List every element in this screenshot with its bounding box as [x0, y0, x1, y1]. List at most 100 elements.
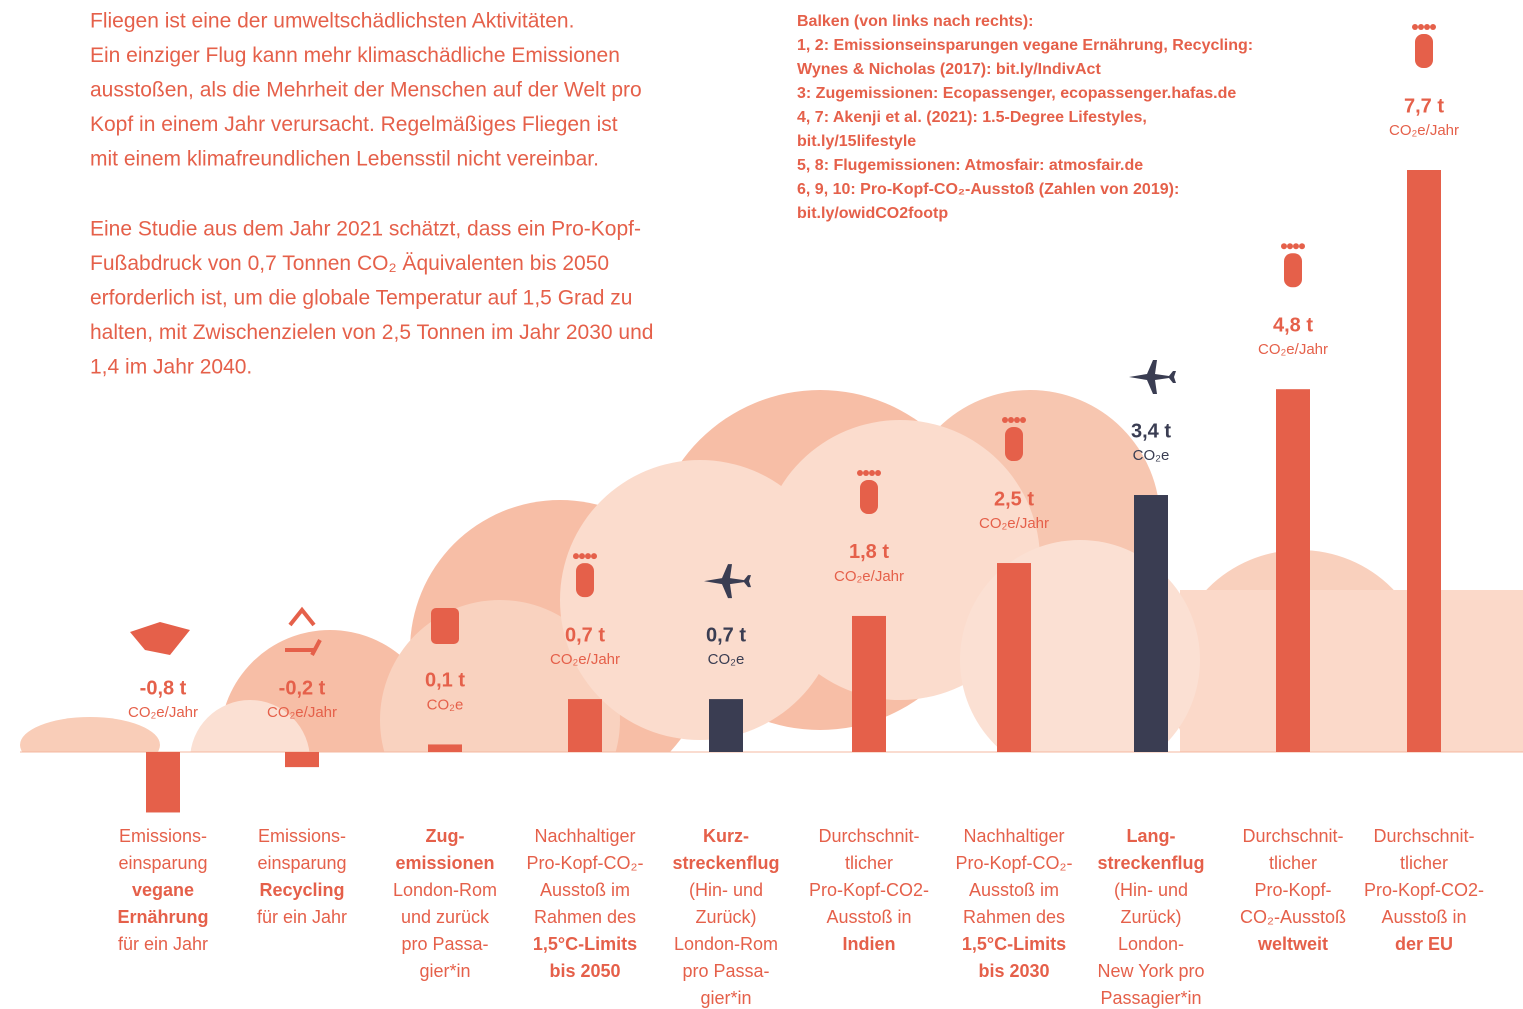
bar: [1276, 389, 1310, 752]
category-label: bis 2030: [978, 961, 1049, 981]
intro-text: erforderlich ist, um die globale Tempera…: [90, 287, 632, 310]
toe-icon: [869, 469, 875, 476]
unit-label: CO₂e/Jahr: [267, 704, 337, 721]
bar: [428, 744, 462, 752]
category-label: für ein Jahr: [118, 934, 208, 954]
category-label: London-Rom: [674, 934, 778, 954]
toe-icon: [591, 553, 597, 560]
category-label: Ausstoß im: [969, 880, 1059, 900]
value-label: 0,7 t: [565, 624, 605, 646]
value-label: 0,7 t: [706, 624, 746, 646]
category-label: London-Rom: [393, 880, 497, 900]
toe-icon: [1020, 417, 1026, 424]
source-text: 5, 8: Flugemissionen: Atmosfair: atmosfa…: [797, 157, 1143, 174]
category-label: tlicher: [845, 853, 893, 873]
source-text: 1, 2: Emissionseinsparungen vegane Ernäh…: [797, 37, 1253, 54]
source-text: 4, 7: Akenji et al. (2021): 1.5-Degree L…: [797, 109, 1147, 126]
category-label: London-: [1118, 934, 1184, 954]
recycle-icon: [285, 606, 322, 656]
category-label: Kurz-: [703, 826, 749, 846]
toe-icon: [1412, 24, 1418, 30]
foot-icon: [576, 563, 594, 598]
bar: [568, 699, 602, 752]
toe-icon: [1418, 24, 1424, 30]
category-label: Pro-Kopf-: [1254, 880, 1331, 900]
icons: [130, 606, 459, 656]
toe-icon: [1299, 243, 1305, 250]
foot-icon: [1005, 427, 1023, 462]
category-label: Emissions-: [258, 826, 346, 846]
category-label: Emissions-: [119, 826, 207, 846]
value-label: 4,8 t: [1273, 314, 1313, 336]
category-label: Ernährung: [117, 907, 208, 927]
category-label: 1,5°C-Limits: [962, 934, 1066, 954]
category-label: Pro-Kopf-CO2-: [809, 880, 929, 900]
category-label: 1,5°C-Limits: [533, 934, 637, 954]
foot-icon: [860, 479, 878, 514]
toe-icon: [1430, 24, 1436, 30]
category-label: Rahmen des: [534, 907, 636, 927]
category-label: streckenflug: [1097, 853, 1204, 873]
source-text: 6, 9, 10: Pro-Kopf-CO₂-Ausstoß (Zahlen v…: [797, 181, 1179, 198]
intro-text: Ein einziger Flug kann mehr klimaschädli…: [90, 44, 620, 67]
toe-icon: [1002, 417, 1008, 424]
unit-label: CO₂e/Jahr: [1389, 122, 1459, 139]
value-label: 0,1 t: [425, 670, 465, 692]
value-label: 1,8 t: [849, 541, 889, 563]
toe-icon: [1281, 243, 1287, 250]
category-label: Zurück): [1120, 907, 1181, 927]
toe-icon: [579, 553, 585, 560]
category-label: einsparung: [257, 853, 346, 873]
category-label: New York pro: [1097, 961, 1204, 981]
category-label: Pro-Kopf-CO₂-: [955, 853, 1072, 873]
unit-label: CO₂e: [427, 696, 464, 713]
value-label: -0,8 t: [140, 677, 187, 699]
unit-label: CO₂e: [708, 651, 745, 668]
intro-text: ausstoßen, als die Mehrheit der Menschen…: [90, 79, 642, 102]
vegetable-icon: [130, 622, 190, 655]
foot-icon: [1284, 253, 1302, 288]
bar: [285, 752, 319, 768]
toe-icon: [573, 553, 579, 560]
intro-text: 1,4 im Jahr 2040.: [90, 356, 252, 379]
category-label: CO₂-Ausstoß: [1240, 907, 1346, 927]
category-label: und zurück: [401, 907, 490, 927]
toe-icon: [857, 469, 863, 476]
category-label: emissionen: [395, 853, 494, 873]
category-label: Pro-Kopf-CO2-: [1364, 880, 1484, 900]
category-label: tlicher: [1269, 853, 1317, 873]
category-label: Durchschnit-: [1373, 826, 1474, 846]
category-label: gier*in: [700, 988, 751, 1008]
toe-icon: [1008, 417, 1014, 424]
category-label: Rahmen des: [963, 907, 1065, 927]
category-label: Durchschnit-: [1242, 826, 1343, 846]
unit-label: CO₂e/Jahr: [834, 568, 904, 585]
train-icon: [431, 608, 459, 644]
toe-icon: [585, 553, 591, 560]
category-label: Nachhaltiger: [534, 826, 635, 846]
category-label: (Hin- und: [689, 880, 763, 900]
toe-icon: [1287, 243, 1293, 250]
category-label: (Hin- und: [1114, 880, 1188, 900]
category-label: Ausstoß in: [1381, 907, 1466, 927]
bar: [1407, 170, 1441, 752]
category-label: weltweit: [1257, 934, 1328, 954]
toe-icon: [1014, 417, 1020, 424]
toe-icon: [863, 469, 869, 476]
clouds: [0, 390, 1523, 1009]
intro-text: halten, mit Zwischenzielen von 2,5 Tonne…: [90, 321, 653, 344]
plane-icon: [704, 564, 751, 599]
toe-icon: [1424, 24, 1430, 30]
category-label: streckenflug: [672, 853, 779, 873]
unit-label: CO₂e/Jahr: [550, 651, 620, 668]
source-text: Wynes & Nicholas (2017): bit.ly/IndivAct: [797, 61, 1101, 78]
source-text: Balken (von links nach rechts):: [797, 13, 1034, 30]
bar: [709, 699, 743, 752]
category-label: pro Passa-: [682, 961, 769, 981]
plane-icon: [1129, 360, 1176, 395]
category-label: Indien: [843, 934, 896, 954]
intro-text: Fußabdruck von 0,7 Tonnen CO₂ Äquivalent…: [90, 252, 609, 275]
category-label: der EU: [1395, 934, 1453, 954]
bar: [146, 752, 180, 813]
